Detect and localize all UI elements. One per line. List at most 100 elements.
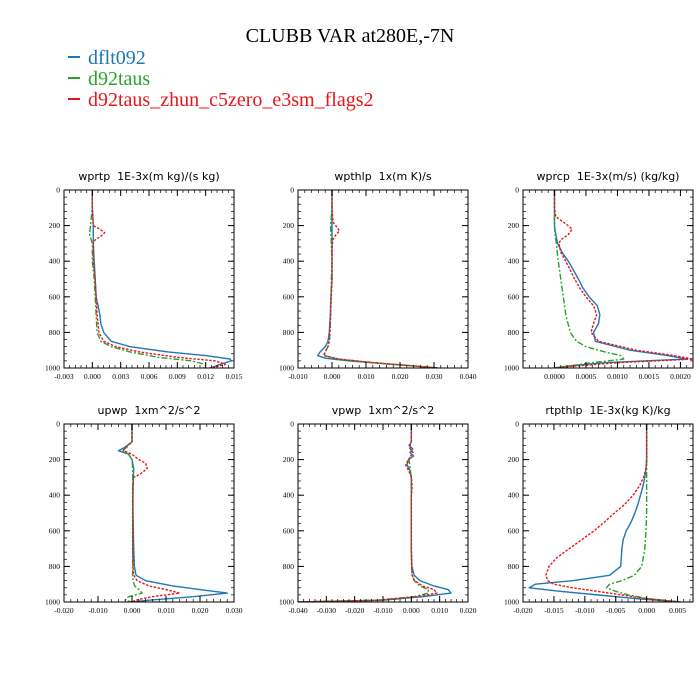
x-tick-label: 0.010: [158, 606, 175, 615]
x-tick-label: 0.006: [141, 372, 158, 381]
series-line-dflt092: [317, 190, 438, 368]
x-tick-label: 0.010: [358, 372, 375, 381]
x-tick-label: 0.020: [392, 372, 409, 381]
panel-wprcp: wprcp 1E-3x(m/s) (kg/kg) 0.0000 0.0005 0.00…: [504, 170, 694, 381]
y-tick-label: 200: [508, 455, 520, 464]
x-tick-label: -0.003: [54, 372, 74, 381]
series-line-d92taus: [605, 424, 681, 602]
y-tick-label: 0: [56, 420, 60, 429]
x-tick-label: -0.020: [54, 606, 74, 615]
panel-title: wpthlp 1x(m K)/s: [334, 170, 432, 183]
figure-title: CLUBB VAR at280E,-7N: [246, 25, 455, 47]
y-tick-label: 0: [515, 186, 519, 195]
y-tick-label: 800: [508, 328, 520, 337]
series-line-dflt092: [91, 190, 232, 368]
x-tick-label: 0.015: [226, 372, 243, 381]
plot-frame: [522, 189, 694, 369]
x-tick-label: -0.020: [513, 606, 533, 615]
y-tick-label: 1000: [279, 598, 294, 607]
x-tick-label: 0.0015: [639, 372, 660, 381]
legend: dflt092 d92taus d92taus_zhun_c5zero_e3sm…: [68, 47, 373, 111]
y-tick-label: 1000: [45, 598, 60, 607]
panel-wprtp: wprtp 1E-3x(m kg)/(s kg) -0.003 0.000 0.003…: [45, 170, 243, 381]
y-tick-label: 800: [283, 328, 295, 337]
x-tick-label: 0.005: [669, 606, 686, 615]
y-tick-label: 0: [290, 186, 294, 195]
panel-title: vpwp 1xm^2/s^2: [332, 404, 435, 417]
y-tick-label: 600: [508, 526, 520, 535]
x-tick-label: 0.030: [426, 372, 443, 381]
y-tick-label: 1000: [279, 364, 294, 373]
x-tick-label: 0.0005: [576, 372, 597, 381]
x-tick-label: 0.0010: [607, 372, 628, 381]
series-line-dflt092: [528, 424, 681, 602]
x-tick-label: -0.005: [606, 606, 626, 615]
x-tick-label: 0.020: [192, 606, 209, 615]
x-tick-label: 0.0020: [670, 372, 691, 381]
y-tick-label: 600: [49, 292, 61, 301]
legend-label-dflt092: dflt092: [88, 47, 146, 69]
panel-rtpthlp: rtpthlp 1E-3x(kg K)/kg -0.020 -0.015 -0.010…: [504, 404, 694, 615]
y-tick-label: 800: [49, 328, 61, 337]
x-tick-label: 0.000: [84, 372, 101, 381]
panel-title: upwp 1xm^2/s^2: [97, 404, 200, 417]
series-line-d92taus-zhun-c5zero-e3sm-flags2: [122, 424, 181, 602]
y-tick-label: 200: [49, 455, 61, 464]
series-line-d92taus: [323, 190, 438, 368]
x-tick-label: 0.010: [431, 606, 448, 615]
y-tick-label: 0: [515, 420, 519, 429]
y-tick-label: 400: [508, 257, 520, 266]
panel-title: wprtp 1E-3x(m kg)/(s kg): [78, 170, 219, 183]
x-tick-label: 0.000: [638, 606, 655, 615]
y-tick-label: 200: [508, 221, 520, 230]
y-tick-label: 400: [49, 257, 61, 266]
x-tick-label: 0.030: [226, 606, 243, 615]
series-line-d92taus: [298, 424, 430, 602]
y-tick-label: 800: [49, 562, 61, 571]
panel-upwp: upwp 1xm^2/s^2 -0.020 -0.010 0.000 0.010 0.02…: [45, 404, 243, 615]
series-line-d92taus: [121, 424, 143, 602]
x-tick-label: 0.0000: [544, 372, 565, 381]
series-line-d92taus: [88, 190, 207, 368]
y-tick-label: 0: [290, 420, 294, 429]
y-tick-label: 400: [283, 257, 295, 266]
x-tick-label: 0.000: [124, 606, 141, 615]
series-line-d92taus: [553, 190, 625, 368]
x-tick-label: 0.003: [112, 372, 129, 381]
panel-title: wprcp 1E-3x(m/s) (kg/kg): [537, 170, 680, 183]
series-line-d92taus-zhun-c5zero-e3sm-flags2: [322, 190, 438, 368]
y-tick-label: 400: [283, 491, 295, 500]
y-tick-label: 200: [283, 221, 295, 230]
y-tick-label: 1000: [504, 598, 519, 607]
y-tick-label: 600: [49, 526, 61, 535]
x-tick-label: -0.010: [373, 606, 393, 615]
x-tick-label: -0.010: [288, 372, 308, 381]
plot-frame: [297, 189, 469, 369]
y-tick-label: 200: [283, 455, 295, 464]
y-tick-label: 0: [56, 186, 60, 195]
series-line-d92taus-zhun-c5zero-e3sm-flags2: [553, 190, 693, 368]
y-tick-label: 1000: [45, 364, 60, 373]
x-tick-label: -0.040: [288, 606, 308, 615]
x-tick-label: -0.020: [345, 606, 365, 615]
y-tick-label: 600: [508, 292, 520, 301]
x-tick-label: 0.012: [197, 372, 214, 381]
series-line-dflt092: [117, 424, 228, 602]
y-tick-label: 600: [283, 526, 295, 535]
x-tick-label: 0.000: [324, 372, 341, 381]
y-tick-label: 800: [283, 562, 295, 571]
y-tick-label: 1000: [504, 364, 519, 373]
x-tick-label: 0.000: [403, 606, 420, 615]
x-tick-label: 0.040: [460, 372, 477, 381]
plot-frame: [297, 423, 469, 603]
y-tick-label: 800: [508, 562, 520, 571]
series-line-d92taus-zhun-c5zero-e3sm-flags2: [545, 424, 681, 602]
plot-frame: [63, 189, 235, 369]
legend-label-d92taus-zhun: d92taus_zhun_c5zero_e3sm_flags2: [88, 89, 373, 111]
x-tick-label: 0.020: [460, 606, 477, 615]
plot-frame: [63, 423, 235, 603]
series-line-d92taus-zhun-c5zero-e3sm-flags2: [91, 190, 227, 368]
y-tick-label: 400: [508, 491, 520, 500]
x-tick-label: -0.015: [544, 606, 564, 615]
